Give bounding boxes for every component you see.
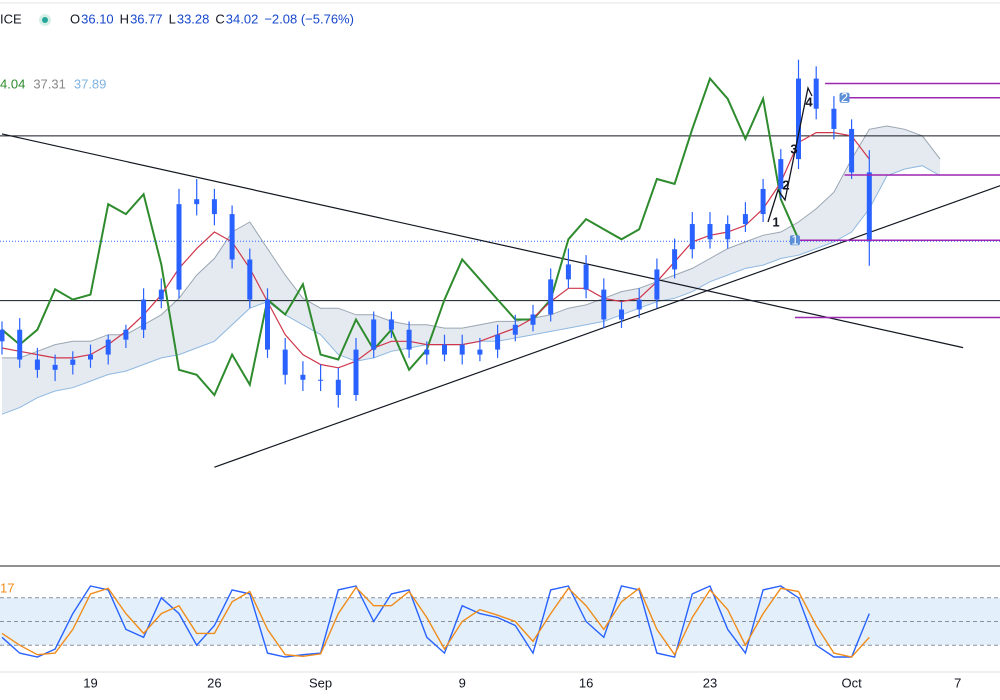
candle-body [229, 214, 235, 260]
ohlc-value: 33.28 [177, 11, 210, 26]
wave-lines [767, 86, 813, 223]
candle-body [565, 264, 571, 280]
change: −2.08 (−5.76%) [264, 11, 354, 26]
candle-body [0, 329, 5, 342]
candle-body [406, 329, 412, 350]
candle-body [619, 309, 624, 320]
status-dot [42, 17, 48, 23]
ohlc-key: C [215, 11, 224, 26]
wave-label: 2 [782, 177, 789, 192]
x-tick-label: Oct [841, 675, 862, 690]
candle-body [176, 204, 182, 290]
ohlc-key: O [70, 11, 80, 26]
indicator-value: 37.89 [74, 76, 107, 91]
candle-body [636, 299, 642, 310]
candle-body [495, 334, 501, 350]
candle-body [849, 128, 855, 173]
symbol: ICE [0, 11, 22, 26]
candle-body [388, 319, 394, 330]
level-badge-label: 1 [791, 233, 798, 248]
candle-body [583, 264, 589, 290]
candle-body [52, 364, 58, 370]
candle-body [158, 289, 164, 300]
candle-body [335, 379, 341, 395]
candle-body [194, 199, 200, 205]
indicator-value: 37.31 [33, 76, 66, 91]
candle-body [70, 359, 76, 365]
candle-body [548, 279, 554, 315]
candle-body [796, 78, 801, 160]
candle-body [17, 329, 23, 360]
candle-body [282, 349, 288, 375]
trendline [1, 133, 964, 349]
candle-body [88, 354, 93, 360]
candle-body [459, 344, 465, 355]
wave-label: 4 [805, 94, 813, 109]
x-tick-label: 9 [459, 675, 466, 690]
candle-body [689, 224, 695, 250]
candle-body [353, 349, 359, 395]
x-tick-label: 16 [579, 675, 593, 690]
candle-body [247, 259, 253, 300]
ohlc-key: H [120, 11, 129, 26]
candle-body [725, 224, 731, 240]
candle-body [742, 214, 748, 225]
candle-body [866, 172, 872, 242]
indicator-row: 4.04 37.31 37.89 [0, 76, 106, 91]
candle-body [477, 349, 483, 355]
indicator-value: 4.04 [0, 76, 25, 91]
candle-body [424, 349, 430, 355]
ohlc-value: 36.10 [81, 11, 114, 26]
candle-body [707, 224, 713, 240]
candle-body [813, 78, 819, 109]
x-tick-label: 7 [954, 675, 961, 690]
candle-body [530, 314, 536, 325]
oscillator-value: 17 [0, 580, 14, 595]
wave-label: 1 [772, 214, 779, 229]
indicator-line [1, 76, 800, 397]
cloud-edge [2, 125, 941, 359]
ohlc-value: 36.77 [130, 11, 163, 26]
ohlc-row: O 36.10 H 36.77 L 33.28 C 34.02 −2.08 (−5.76%) [70, 11, 354, 26]
candle-body [123, 329, 129, 340]
candle-body [141, 299, 147, 330]
ohlc-key: L [169, 11, 176, 26]
candle-body [34, 359, 40, 370]
x-tick-label: 23 [703, 675, 717, 690]
candle-body [512, 324, 518, 335]
x-tick-label: 19 [83, 675, 97, 690]
candle-body [778, 159, 784, 189]
level-badge [789, 235, 800, 246]
level-badge [839, 92, 850, 103]
candle-body [318, 379, 324, 381]
candle-body [831, 108, 837, 129]
candle-body [654, 269, 660, 300]
oscillator-line [1, 586, 870, 658]
x-tick-label: Sep [309, 675, 332, 690]
candle-body [442, 344, 447, 355]
candle-body [371, 319, 377, 350]
candle-body [265, 299, 270, 350]
level-badge-label: 2 [841, 90, 848, 105]
ohlc-value: 34.02 [226, 11, 259, 26]
candle-body [211, 199, 217, 215]
x-tick-label: 26 [207, 675, 221, 690]
candle-body [601, 289, 607, 320]
candle-body [672, 249, 678, 270]
candle-body [105, 339, 111, 355]
wave-label: 3 [790, 141, 797, 156]
indicator-line [1, 132, 870, 369]
candle-body [760, 188, 766, 215]
candle-body [300, 374, 306, 380]
